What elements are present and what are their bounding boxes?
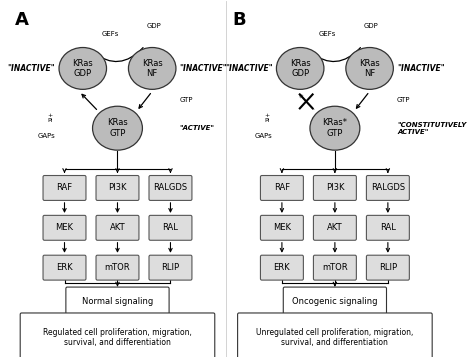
FancyBboxPatch shape	[237, 313, 432, 358]
FancyBboxPatch shape	[43, 216, 86, 240]
Text: ERK: ERK	[273, 263, 290, 272]
FancyBboxPatch shape	[313, 255, 356, 280]
FancyBboxPatch shape	[149, 216, 192, 240]
Text: B: B	[233, 11, 246, 29]
FancyBboxPatch shape	[96, 255, 139, 280]
Text: GAPs: GAPs	[255, 133, 273, 139]
FancyBboxPatch shape	[313, 175, 356, 200]
Text: GAPs: GAPs	[37, 133, 55, 139]
Text: GDP: GDP	[364, 23, 379, 29]
Text: "ACTIVE": "ACTIVE"	[180, 125, 215, 131]
FancyBboxPatch shape	[149, 175, 192, 200]
Text: Regulated cell proliferation, migration,
survival, and differentiation: Regulated cell proliferation, migration,…	[43, 328, 192, 347]
Text: A: A	[15, 11, 29, 29]
Text: PI3K: PI3K	[326, 183, 344, 193]
Text: +
Pi: + Pi	[264, 113, 270, 124]
Ellipse shape	[346, 48, 393, 90]
FancyBboxPatch shape	[20, 313, 215, 358]
Text: RALGDS: RALGDS	[371, 183, 405, 193]
Text: KRas
NF: KRas NF	[359, 59, 380, 78]
FancyBboxPatch shape	[96, 216, 139, 240]
Text: GDP: GDP	[146, 23, 162, 29]
Text: AKT: AKT	[109, 223, 125, 232]
Text: "INACTIVE": "INACTIVE"	[397, 64, 445, 73]
FancyBboxPatch shape	[366, 175, 410, 200]
Text: AKT: AKT	[327, 223, 343, 232]
FancyBboxPatch shape	[96, 175, 139, 200]
Text: Normal signaling: Normal signaling	[82, 297, 153, 306]
FancyBboxPatch shape	[366, 255, 410, 280]
Text: RAL: RAL	[380, 223, 396, 232]
Text: RAF: RAF	[274, 183, 290, 193]
Text: "INACTIVE": "INACTIVE"	[225, 64, 273, 73]
Text: MEK: MEK	[273, 223, 291, 232]
Ellipse shape	[92, 106, 142, 150]
Text: KRas
GDP: KRas GDP	[290, 59, 310, 78]
Text: PI3K: PI3K	[108, 183, 127, 193]
FancyBboxPatch shape	[283, 287, 386, 316]
Text: MEK: MEK	[55, 223, 73, 232]
FancyBboxPatch shape	[43, 255, 86, 280]
Text: KRas*
GTP: KRas* GTP	[322, 118, 347, 138]
FancyBboxPatch shape	[260, 255, 303, 280]
Text: ERK: ERK	[56, 263, 73, 272]
Text: GEFs: GEFs	[319, 30, 336, 37]
Text: GEFs: GEFs	[101, 30, 119, 37]
Text: "INACTIVE": "INACTIVE"	[180, 64, 228, 73]
Text: Unregulated cell proliferation, migration,
survival, and differentiation: Unregulated cell proliferation, migratio…	[256, 328, 414, 347]
Text: RLIP: RLIP	[379, 263, 397, 272]
Ellipse shape	[128, 48, 176, 90]
Ellipse shape	[276, 48, 324, 90]
FancyBboxPatch shape	[149, 255, 192, 280]
FancyBboxPatch shape	[313, 216, 356, 240]
Text: RLIP: RLIP	[162, 263, 180, 272]
FancyBboxPatch shape	[366, 216, 410, 240]
Text: "CONSTITUTIVELY
ACTIVE": "CONSTITUTIVELY ACTIVE"	[397, 122, 466, 135]
Text: mTOR: mTOR	[105, 263, 130, 272]
Text: Oncogenic signaling: Oncogenic signaling	[292, 297, 378, 306]
Text: mTOR: mTOR	[322, 263, 348, 272]
FancyBboxPatch shape	[66, 287, 169, 316]
Text: RAL: RAL	[163, 223, 178, 232]
FancyBboxPatch shape	[260, 175, 303, 200]
Text: GTP: GTP	[180, 97, 193, 103]
Text: RAF: RAF	[56, 183, 73, 193]
FancyBboxPatch shape	[260, 216, 303, 240]
Ellipse shape	[310, 106, 360, 150]
Text: "INACTIVE": "INACTIVE"	[8, 64, 55, 73]
Text: +
Pi: + Pi	[47, 113, 53, 124]
Ellipse shape	[59, 48, 107, 90]
Text: KRas
GDP: KRas GDP	[73, 59, 93, 78]
Text: RALGDS: RALGDS	[154, 183, 188, 193]
Text: KRas
NF: KRas NF	[142, 59, 163, 78]
FancyBboxPatch shape	[43, 175, 86, 200]
Text: KRas
GTP: KRas GTP	[107, 118, 128, 138]
Text: GTP: GTP	[397, 97, 410, 103]
